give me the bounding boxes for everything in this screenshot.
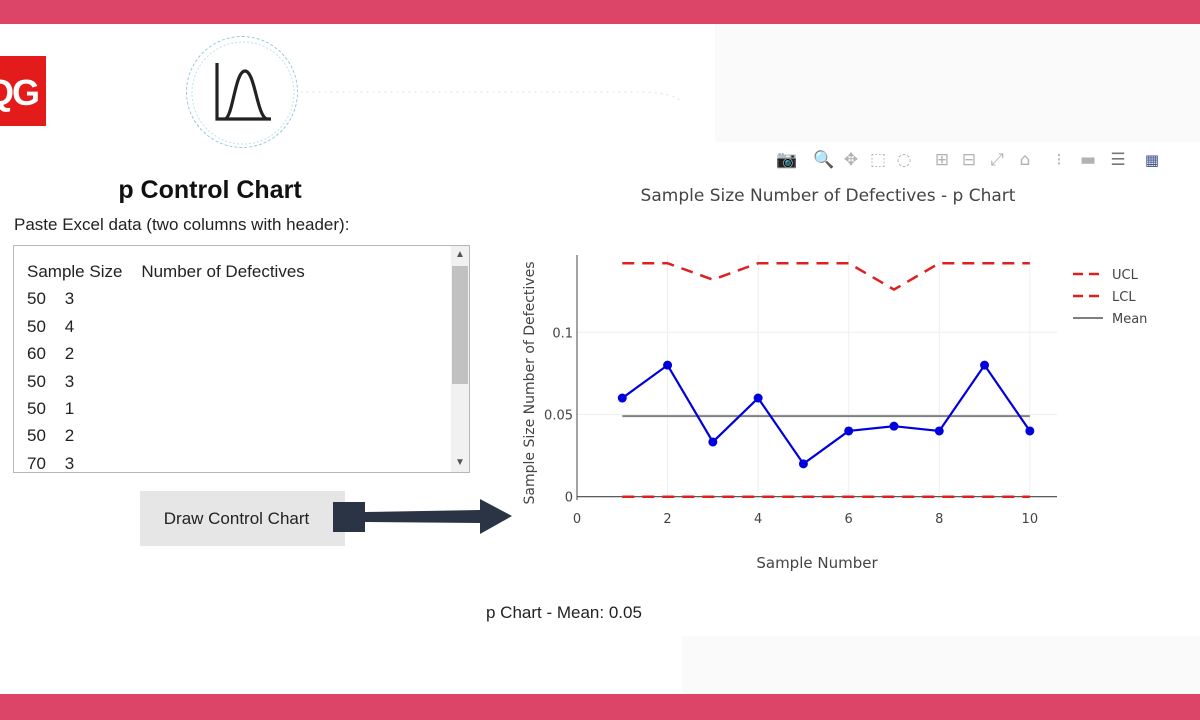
data-point: [663, 360, 673, 370]
excel-data-textarea[interactable]: Sample Size Number of Defectives 50 3 50 4…: [13, 245, 470, 473]
paste-data-label: Paste Excel data (two columns with heade…: [14, 215, 350, 234]
x-tick-label: 0: [573, 512, 581, 527]
data-row: 60 2: [27, 344, 75, 364]
scroll-up-icon[interactable]: ▲: [455, 249, 465, 260]
bell-curve-icon: [191, 41, 295, 145]
textarea-scrollbar[interactable]: ▲ ▼: [451, 246, 469, 472]
arrow-icon: [333, 499, 512, 534]
decorative-circle-line: [300, 91, 683, 103]
legend-label-mean: Mean: [1112, 312, 1147, 327]
data-row: 50 3: [27, 289, 75, 309]
data-row: 50 1: [27, 399, 75, 419]
legend-label-lcl: LCL: [1112, 290, 1136, 305]
x-tick-label: 2: [663, 512, 671, 527]
autoscale-icon[interactable]: ⤢: [990, 150, 1004, 170]
plotly-logo-icon[interactable]: ▦: [1144, 151, 1160, 169]
data-point: [980, 360, 990, 370]
top-accent-band: [0, 0, 1200, 24]
x-tick-label: 8: [935, 512, 943, 527]
reset-axes-icon[interactable]: ⌂: [1019, 150, 1031, 170]
qg-logo: QG: [0, 56, 46, 126]
pan-icon[interactable]: ✥: [843, 150, 859, 170]
data-point: [798, 459, 808, 469]
x-tick-label: 6: [845, 512, 853, 527]
spike-lines-icon[interactable]: ⁝: [1056, 150, 1062, 170]
scrollbar-thumb[interactable]: [452, 266, 468, 384]
x-tick-label: 10: [1022, 512, 1039, 527]
series-line-p: [621, 363, 1031, 466]
box-select-icon[interactable]: ⬚: [869, 150, 887, 170]
data-point: [753, 393, 763, 403]
chart-modebar: 📷 🔍 ✥ ⬚ ◌ ⊞ ⊟ ⤢ ⌂ ⁝ ▬ ☰ ▦: [776, 148, 1172, 172]
x-axis-label: Sample Number: [756, 554, 878, 572]
camera-icon[interactable]: 📷: [776, 150, 798, 170]
series-line-ucl: [622, 261, 1030, 291]
bell-curve-logo: [186, 36, 298, 148]
zoom-in-icon[interactable]: ⊞: [934, 150, 950, 170]
scroll-down-icon[interactable]: ▼: [455, 457, 465, 468]
background-panel: [682, 636, 1200, 694]
data-row: 50 2: [27, 426, 75, 446]
data-point: [617, 393, 627, 403]
y-tick-label: 0.05: [544, 408, 573, 423]
background-panel: [715, 24, 1200, 142]
zoom-icon[interactable]: 🔍: [813, 150, 835, 170]
data-lines: Sample Size Number of Defectives 50 3 50 4…: [27, 258, 305, 473]
legend-label-ucl: UCL: [1112, 268, 1139, 283]
data-point: [708, 437, 718, 447]
mean-caption: p Chart - Mean: 0.05: [486, 603, 642, 622]
data-header-line: Sample Size Number of Defectives: [27, 262, 305, 281]
bottom-accent-band: [0, 694, 1200, 720]
p-chart: 0 2 4 6 8 10 0 0.05 0.1 Sample Size Number of Def…: [522, 186, 1147, 572]
data-row: 50 3: [27, 371, 75, 391]
data-row: 70 3: [27, 453, 75, 473]
x-tick-label: 4: [754, 512, 762, 527]
data-point: [889, 421, 899, 431]
lasso-select-icon[interactable]: ◌: [896, 150, 912, 170]
data-point: [934, 426, 944, 436]
zoom-out-icon[interactable]: ⊟: [961, 150, 977, 170]
y-axis-label: Sample Size Number of Defectives: [522, 262, 538, 505]
data-row: 50 4: [27, 316, 75, 336]
chart-title: Sample Size Number of Defectives - p Cha…: [641, 186, 1016, 206]
data-point: [844, 426, 854, 436]
y-tick-label: 0: [565, 491, 573, 506]
y-tick-label: 0.1: [552, 326, 573, 341]
data-point: [1025, 426, 1035, 436]
draw-control-chart-button[interactable]: Draw Control Chart: [140, 491, 345, 546]
page-title: p Control Chart: [118, 176, 302, 204]
hover-compare-icon[interactable]: ☰: [1110, 150, 1126, 170]
hover-closest-icon[interactable]: ▬: [1079, 150, 1097, 170]
